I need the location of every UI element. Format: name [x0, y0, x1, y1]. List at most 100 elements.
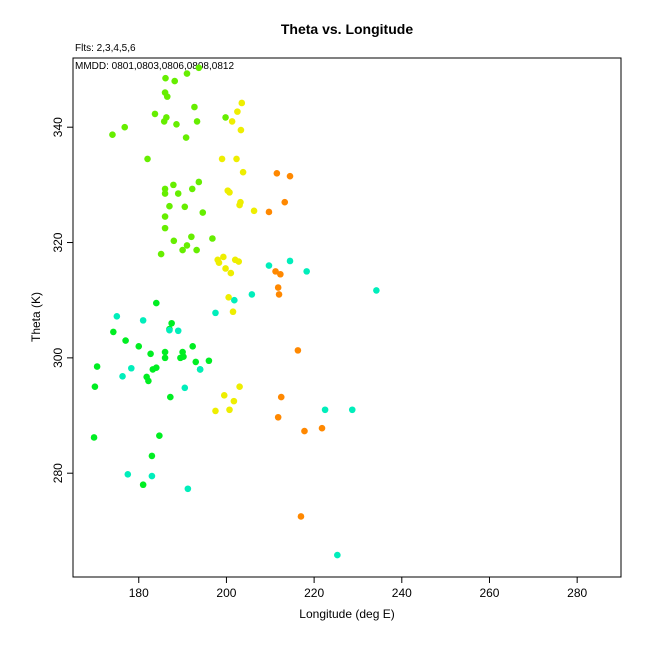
- data-point-lime: [222, 114, 229, 121]
- data-point-green: [91, 383, 99, 391]
- data-point-yellow: [234, 108, 241, 115]
- data-point-lime: [174, 190, 182, 197]
- data-point-orange: [318, 424, 326, 432]
- data-point-orange: [286, 172, 294, 180]
- data-point-lime: [144, 155, 151, 163]
- data-point-lime: [161, 190, 169, 197]
- data-point-lime: [121, 123, 129, 131]
- data-point-yellow: [226, 189, 233, 196]
- data-point-cyan: [321, 406, 329, 414]
- data-point-green: [161, 348, 169, 356]
- data-point-yellow: [235, 258, 243, 265]
- data-point-lime: [188, 185, 196, 193]
- data-point-green: [161, 354, 169, 362]
- data-point-green: [205, 357, 213, 365]
- data-point-green: [168, 319, 175, 327]
- y-axis-ticks: 280 300 320 340: [51, 117, 73, 483]
- x-tick-label: 280: [567, 586, 587, 600]
- data-point-yellow: [222, 265, 229, 272]
- data-point-green: [122, 337, 129, 344]
- data-point-green: [167, 393, 174, 401]
- data-point-lime: [170, 181, 177, 189]
- data-point-orange: [277, 270, 284, 278]
- data-point-lime: [162, 74, 169, 82]
- data-point-lime: [183, 70, 191, 77]
- data-point-yellow: [233, 155, 240, 163]
- data-point-lime: [161, 213, 169, 220]
- data-point-green: [156, 432, 163, 440]
- data-point-yellow: [237, 198, 244, 206]
- data-point-orange: [281, 198, 289, 206]
- data-point-lime: [179, 246, 186, 254]
- data-point-orange: [274, 284, 282, 291]
- data-point-lime: [170, 237, 178, 245]
- data-point-cyan: [231, 296, 238, 304]
- data-point-cyan: [248, 291, 256, 298]
- y-axis-label: Theta (K): [29, 292, 43, 342]
- data-point-cyan: [113, 313, 121, 320]
- data-point-orange: [277, 393, 285, 401]
- data-point-lime: [182, 134, 190, 141]
- data-point-lime: [173, 121, 180, 128]
- data-point-cyan: [184, 485, 192, 493]
- data-point-cyan: [166, 326, 173, 334]
- data-point-cyan: [119, 373, 126, 380]
- data-point-yellow: [212, 407, 219, 415]
- data-point-yellow: [218, 155, 226, 163]
- data-point-orange: [275, 291, 283, 298]
- data-point-lime: [199, 209, 207, 216]
- x-axis-ticks: 180 200 220 240 260 280: [129, 577, 587, 600]
- data-point-yellow: [227, 269, 235, 277]
- data-point-cyan: [373, 287, 380, 294]
- data-point-cyan: [196, 366, 204, 373]
- data-point-lime: [161, 185, 169, 193]
- data-point-orange: [294, 347, 302, 354]
- data-point-green: [147, 350, 154, 358]
- data-point-yellow: [238, 99, 246, 107]
- data-point-yellow: [239, 168, 247, 176]
- data-points: [90, 64, 380, 559]
- data-point-lime: [163, 93, 171, 100]
- x-tick-label: 220: [304, 586, 324, 600]
- data-point-yellow: [250, 207, 258, 215]
- data-point-yellow: [220, 253, 227, 261]
- data-point-green: [192, 358, 200, 366]
- data-point-lime: [209, 235, 216, 242]
- data-point-cyan: [181, 384, 189, 392]
- data-point-lime: [183, 242, 191, 249]
- data-point-yellow: [228, 118, 236, 125]
- data-point-cyan: [348, 406, 356, 414]
- y-tick-label: 320: [51, 232, 65, 252]
- data-point-green: [189, 343, 196, 350]
- data-point-green: [180, 353, 187, 361]
- data-point-lime: [166, 202, 173, 210]
- data-point-yellow: [226, 406, 233, 414]
- x-axis-label: Longitude (deg E): [299, 607, 394, 621]
- data-point-lime: [157, 250, 165, 258]
- data-point-cyan: [174, 327, 182, 335]
- y-tick-label: 300: [51, 348, 65, 368]
- data-point-green: [135, 343, 143, 350]
- chart-title: Theta vs. Longitude: [281, 21, 413, 37]
- data-point-lime: [171, 77, 179, 85]
- data-point-cyan: [334, 551, 341, 559]
- data-point-lime: [161, 224, 169, 232]
- data-point-green: [152, 364, 160, 371]
- data-point-orange: [273, 170, 281, 177]
- data-point-orange: [272, 268, 279, 275]
- data-point-lime: [193, 246, 200, 254]
- data-point-green: [110, 328, 117, 336]
- data-point-cyan: [303, 268, 310, 275]
- data-point-orange: [265, 208, 273, 216]
- data-point-cyan: [286, 257, 294, 265]
- x-tick-label: 180: [129, 586, 149, 600]
- data-point-yellow: [220, 392, 228, 399]
- y-tick-label: 340: [51, 117, 65, 137]
- data-point-lime: [181, 203, 189, 211]
- data-point-lime: [163, 114, 170, 121]
- plot-frame: [72, 57, 622, 578]
- data-point-green: [93, 363, 101, 370]
- data-point-cyan: [124, 471, 132, 478]
- data-point-orange: [297, 513, 305, 520]
